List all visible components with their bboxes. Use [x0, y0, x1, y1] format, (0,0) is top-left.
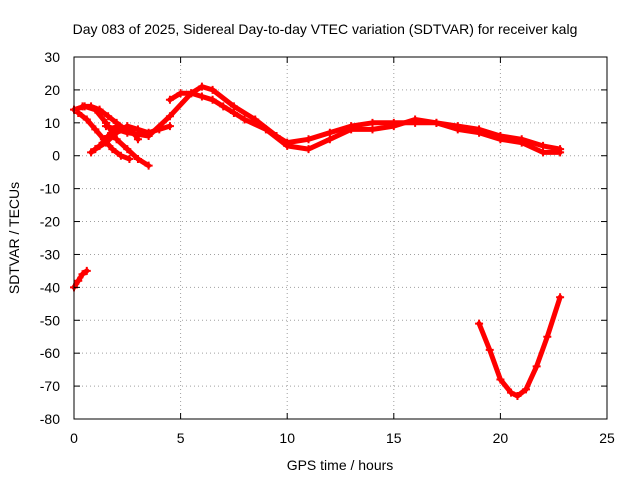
y-tick-label: 20 — [44, 82, 60, 98]
data-point — [78, 102, 87, 111]
series-arc-upper-second — [165, 89, 565, 157]
x-tick-label: 20 — [493, 430, 509, 446]
data-point — [187, 89, 196, 98]
data-point — [87, 148, 96, 157]
y-tick-label: -70 — [40, 378, 60, 394]
data-point — [91, 125, 100, 134]
data-point — [87, 102, 96, 111]
x-axis-label: GPS time / hours — [287, 457, 394, 473]
data-point — [123, 122, 132, 131]
data-point — [144, 128, 153, 137]
y-tick-label: -40 — [40, 279, 60, 295]
data-point — [133, 155, 142, 164]
y-tick-label: -20 — [40, 214, 60, 230]
chart-title: Day 083 of 2025, Sidereal Day-to-day VTE… — [73, 21, 578, 37]
series-line — [71, 268, 90, 290]
x-tick-label: 10 — [279, 430, 295, 446]
data-point — [104, 112, 113, 121]
x-tick-label: 15 — [386, 430, 402, 446]
data-point — [240, 115, 249, 124]
data-point — [543, 332, 552, 341]
data-point — [532, 362, 541, 371]
y-tick-label: -60 — [40, 345, 60, 361]
data-point — [556, 293, 565, 302]
y-tick-label: -80 — [40, 411, 60, 427]
series-arc-early-5 — [87, 122, 121, 157]
data-point — [304, 145, 313, 154]
data-point — [521, 385, 530, 394]
plot-frame — [73, 56, 608, 420]
y-tick-label: 0 — [52, 148, 60, 164]
data-point — [155, 125, 164, 134]
grid-lines — [74, 57, 607, 419]
series-arc-right-low — [475, 293, 565, 400]
data-point — [325, 135, 334, 144]
data-point — [197, 82, 206, 91]
y-axis-label: SDTVAR / TECUs — [6, 182, 22, 294]
data-point — [411, 115, 420, 124]
data-point — [347, 125, 356, 134]
data-point — [208, 95, 217, 104]
data-point — [74, 276, 83, 285]
data-point — [485, 345, 494, 354]
axis-ticks: 0 5 10 15 20 25 30 20 10 0 -10 -20 -30 -40 -50 -60 -70 -8… — [40, 49, 615, 446]
data-point — [101, 118, 110, 127]
y-tick-label: -10 — [40, 181, 60, 197]
y-tick-label: 10 — [44, 115, 60, 131]
data-point — [453, 125, 462, 134]
data-point — [517, 138, 526, 147]
data-point — [389, 122, 398, 131]
data-point — [496, 375, 505, 384]
data-point — [74, 108, 83, 117]
data-point — [368, 125, 377, 134]
data-point — [104, 131, 113, 140]
data-point — [165, 95, 174, 104]
series-line — [88, 123, 120, 155]
data-point — [475, 128, 484, 137]
y-tick-label: -50 — [40, 312, 60, 328]
data-point — [283, 141, 292, 150]
data-point — [82, 115, 91, 124]
data-point — [144, 161, 153, 170]
series-arc-early-4 — [91, 122, 174, 154]
data-point — [133, 135, 142, 144]
x-tick-label: 5 — [177, 430, 185, 446]
data-point — [116, 151, 125, 160]
data-point — [123, 145, 132, 154]
data-point — [219, 102, 228, 111]
data-point — [82, 266, 91, 275]
data-point — [556, 148, 565, 157]
data-point — [176, 89, 185, 98]
data-series — [70, 82, 565, 400]
y-tick-label: -30 — [40, 246, 60, 262]
data-point — [95, 141, 104, 150]
x-tick-label: 0 — [70, 430, 78, 446]
data-point — [496, 135, 505, 144]
data-point — [513, 391, 522, 400]
data-point — [432, 118, 441, 127]
data-point — [112, 122, 121, 131]
data-point — [208, 85, 217, 94]
data-point — [507, 388, 516, 397]
data-point — [165, 112, 174, 121]
data-point — [304, 135, 313, 144]
y-tick-label: 30 — [44, 49, 60, 65]
data-point — [125, 155, 134, 164]
data-point — [539, 148, 548, 157]
data-point — [261, 125, 270, 134]
data-point — [108, 145, 117, 154]
data-point — [197, 92, 206, 101]
data-point — [78, 270, 87, 279]
data-point — [95, 105, 104, 114]
data-point — [165, 122, 174, 131]
data-point — [133, 125, 142, 134]
series-line — [103, 84, 563, 152]
data-point — [475, 319, 484, 328]
x-tick-label: 25 — [599, 430, 615, 446]
data-point — [229, 108, 238, 117]
